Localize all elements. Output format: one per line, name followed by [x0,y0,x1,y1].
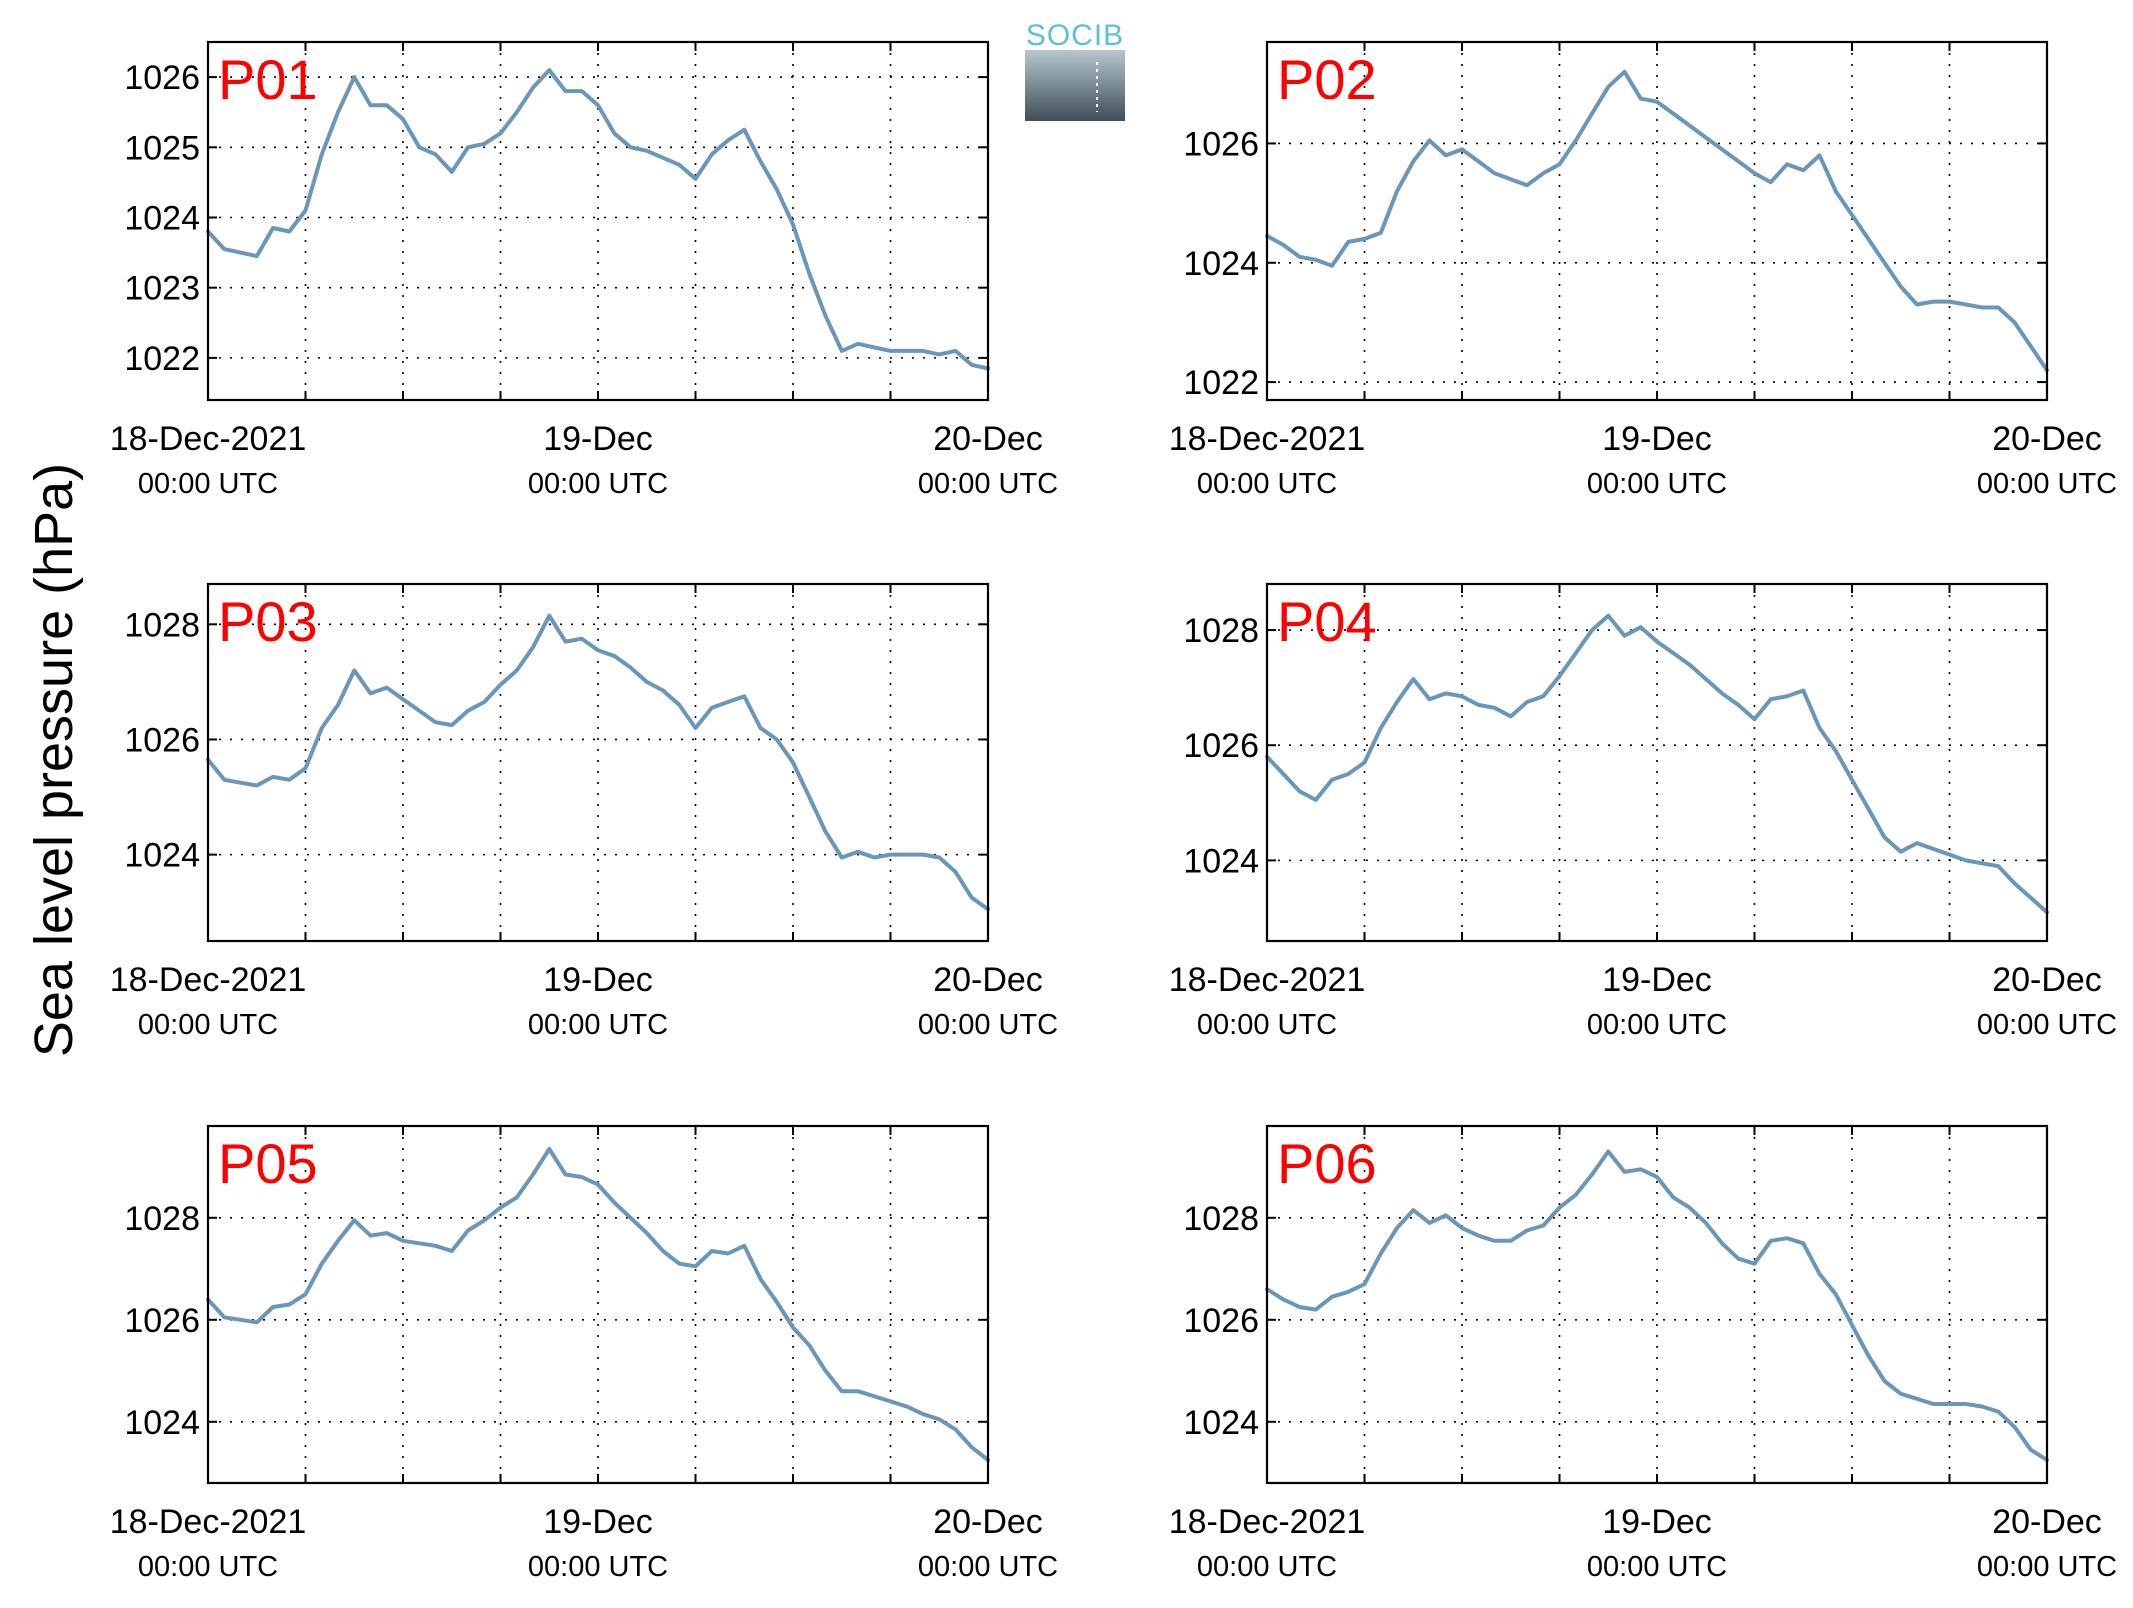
y-tick-label: 1024 [1183,245,1259,283]
x-tick-label-time: 00:00 UTC [1587,1551,1727,1583]
y-tick-label: 1026 [124,59,200,97]
x-tick-label-time: 00:00 UTC [138,1009,278,1041]
x-tick-label-time: 00:00 UTC [918,1551,1058,1583]
series-line [1265,1149,2049,1462]
logo-text: SOCIB [1026,19,1124,52]
x-tick-label-date: 18-Dec-2021 [110,961,307,999]
x-tick-label-time: 00:00 UTC [918,1009,1058,1041]
y-tick-label: 1028 [124,606,200,644]
x-tick-label-date: 19-Dec [543,420,653,458]
x-tick-label-date: 19-Dec [1602,420,1712,458]
x-tick-label-date: 18-Dec-2021 [110,1503,307,1541]
x-tick-label-date: 19-Dec [543,961,653,999]
panel-label: P04 [1277,590,1377,653]
y-tick-label: 1024 [1183,842,1259,880]
x-tick-label-time: 00:00 UTC [528,1009,668,1041]
x-tick-label-time: 00:00 UTC [1197,1009,1337,1041]
y-tick-label: 1022 [1183,364,1259,402]
x-tick-label-time: 00:00 UTC [1197,468,1337,500]
x-tick-label-date: 19-Dec [1602,1503,1712,1541]
socib-logo: SOCIB [1025,19,1125,121]
y-tick-label: 1022 [124,340,200,378]
series-line [206,68,990,371]
series-line [206,613,990,912]
y-tick-label: 1026 [124,721,200,759]
panel-label: P05 [218,1132,318,1195]
panel-label: P01 [218,48,318,111]
x-tick-label-date: 19-Dec [543,1503,653,1541]
x-tick-label-time: 00:00 UTC [1977,468,2117,500]
x-tick-label-date: 18-Dec-2021 [1169,420,1366,458]
y-tick-label: 1026 [1183,1302,1259,1340]
series-line [1265,613,2049,915]
x-tick-label-date: 18-Dec-2021 [1169,961,1366,999]
panel-p04: 1024 1026 1028 18-Dec-2021 00:00 UTC 19-Dec 00… [1169,582,2117,1041]
y-tick-label: 1026 [1183,727,1259,765]
logo-gradient-block [1025,50,1125,121]
y-tick-label: 1025 [124,129,200,167]
panel-label: P03 [218,590,318,653]
x-tick-label-date: 20-Dec [1992,961,2102,999]
x-tick-label-time: 00:00 UTC [528,1551,668,1583]
y-tick-label: 1026 [1183,125,1259,163]
panel-label: P06 [1277,1132,1377,1195]
x-tick-label-date: 18-Dec-2021 [1169,1503,1366,1541]
panel-label: P02 [1277,48,1377,111]
x-tick-label-time: 00:00 UTC [1977,1009,2117,1041]
x-tick-label-time: 00:00 UTC [918,468,1058,500]
series-line [1265,69,2049,373]
x-tick-label-date: 20-Dec [933,1503,1043,1541]
panel-p02: 1022 1024 1026 18-Dec-2021 00:00 UTC 19-Dec 00… [1169,40,2117,500]
y-tick-label: 1023 [124,270,200,308]
x-tick-label-time: 00:00 UTC [1587,1009,1727,1041]
y-tick-label: 1024 [124,837,200,875]
panel-p01: 1022 1023 1024 1025 1026 18-Dec-2021 00:00 UTC… [110,40,1058,500]
x-tick-label-time: 00:00 UTC [1587,468,1727,500]
y-tick-label: 1028 [124,1200,200,1238]
x-tick-label-date: 20-Dec [1992,420,2102,458]
y-tick-label: 1028 [1183,612,1259,650]
panel-p05: 1024 1026 1028 18-Dec-2021 00:00 UTC 19-Dec 00… [110,1124,1058,1583]
y-tick-label: 1024 [1183,1404,1259,1442]
panel-p06: 1024 1026 1028 18-Dec-2021 00:00 UTC 19-Dec 00… [1169,1124,2117,1583]
y-tick-label: 1026 [124,1302,200,1340]
x-tick-label-time: 00:00 UTC [1977,1551,2117,1583]
panel-p03: 1024 1026 1028 18-Dec-2021 00:00 UTC 19-Dec 00… [110,582,1058,1041]
y-tick-label: 1024 [124,1404,200,1442]
x-tick-label-time: 00:00 UTC [528,468,668,500]
y-tick-label: 1024 [124,199,200,237]
x-tick-label-time: 00:00 UTC [1197,1551,1337,1583]
series-line [206,1147,990,1462]
x-tick-label-date: 19-Dec [1602,961,1712,999]
panels: 1022 1023 1024 1025 1026 18-Dec-2021 00:00 UTC… [110,40,2117,1583]
x-tick-label-time: 00:00 UTC [138,468,278,500]
x-tick-label-time: 00:00 UTC [138,1551,278,1583]
x-tick-label-date: 20-Dec [933,961,1043,999]
x-tick-label-date: 18-Dec-2021 [110,420,307,458]
y-tick-label: 1028 [1183,1200,1259,1238]
x-tick-label-date: 20-Dec [1992,1503,2102,1541]
x-tick-label-date: 20-Dec [933,420,1043,458]
y-axis-label: Sea level pressure (hPa) [24,463,84,1057]
